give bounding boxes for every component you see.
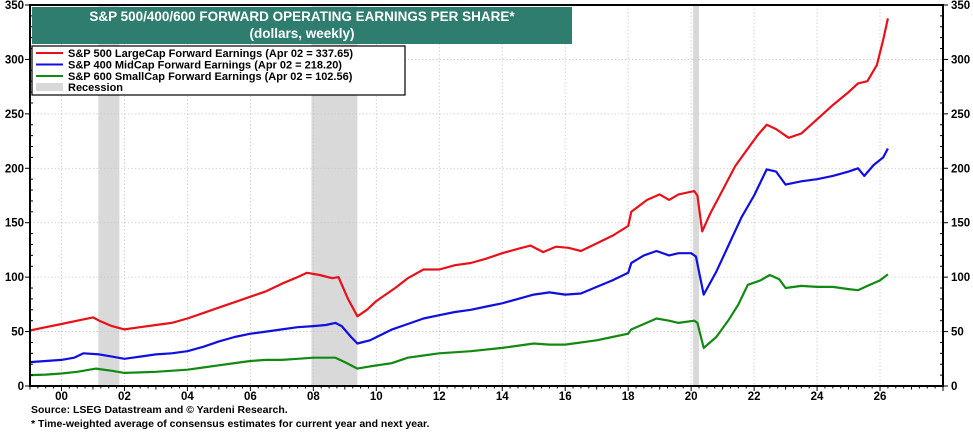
x-tick-label: 04: [181, 391, 194, 403]
y-tick-label-left: 150: [5, 218, 24, 230]
x-tick-label: 18: [622, 391, 635, 403]
series-lines: [29, 18, 889, 377]
y-tick-label-left: 250: [5, 109, 24, 121]
x-tick-label: 14: [496, 391, 509, 403]
x-tick-label: 10: [370, 391, 383, 403]
x-tick-label: 08: [307, 391, 320, 403]
series-line-0: [29, 18, 889, 332]
y-tick-label-left: 200: [5, 163, 24, 175]
footnote: * Time-weighted average of consensus est…: [31, 418, 430, 430]
y-tick-label-right: 150: [951, 218, 970, 230]
legend-label-sp600: S&P 600 SmallCap Forward Earnings (Apr 0…: [68, 71, 353, 83]
legend-label-sp500: S&P 500 LargeCap Forward Earnings (Apr 0…: [68, 48, 353, 60]
y-tick-label-right: 100: [951, 272, 970, 284]
x-tick-label: 26: [874, 391, 887, 403]
series-line-1: [29, 147, 889, 364]
y-tick-label-left: 350: [5, 0, 24, 12]
source-note: Source: LSEG Datastream and © Yardeni Re…: [31, 404, 288, 416]
x-tick-label: 00: [55, 391, 68, 403]
legend-box: [31, 45, 406, 96]
legend-label-sp400: S&P 400 MidCap Forward Earnings (Apr 02 …: [68, 60, 342, 72]
x-tick-label: 24: [811, 391, 824, 403]
x-tick-label: 20: [685, 391, 698, 403]
x-tick-label: 06: [244, 391, 257, 403]
legend: S&P 500 LargeCap Forward Earnings (Apr 0…: [31, 45, 406, 96]
x-tick-label: 12: [433, 391, 446, 403]
x-tick-label: 16: [559, 391, 572, 403]
y-tick-label-right: 250: [951, 109, 970, 121]
y-tick-label-right: 300: [951, 54, 970, 66]
recession-band: [693, 5, 700, 386]
legend-swatch-recession: [36, 83, 63, 91]
y-tick-label-right: 50: [951, 327, 964, 339]
y-tick-label-left: 100: [5, 272, 24, 284]
title-box: S&P 500/400/600 FORWARD OPERATING EARNIN…: [32, 7, 572, 44]
x-tick-label: 22: [748, 391, 761, 403]
y-tick-label-left: 50: [11, 327, 24, 339]
y-tick-label-left: 300: [5, 54, 24, 66]
y-tick-label-right: 200: [951, 163, 970, 175]
chart-title: S&P 500/400/600 FORWARD OPERATING EARNIN…: [89, 9, 515, 24]
y-tick-label-left: 0: [18, 381, 24, 393]
y-tick-label-right: 0: [951, 381, 957, 393]
title-background: [32, 7, 572, 44]
recession-band: [98, 5, 120, 386]
legend-label-recession: Recession: [68, 82, 123, 94]
x-tick-label: 02: [118, 391, 131, 403]
series-line-2: [29, 273, 889, 377]
y-tick-label-right: 350: [951, 0, 970, 12]
chart-subtitle: (dollars, weekly): [249, 26, 354, 41]
